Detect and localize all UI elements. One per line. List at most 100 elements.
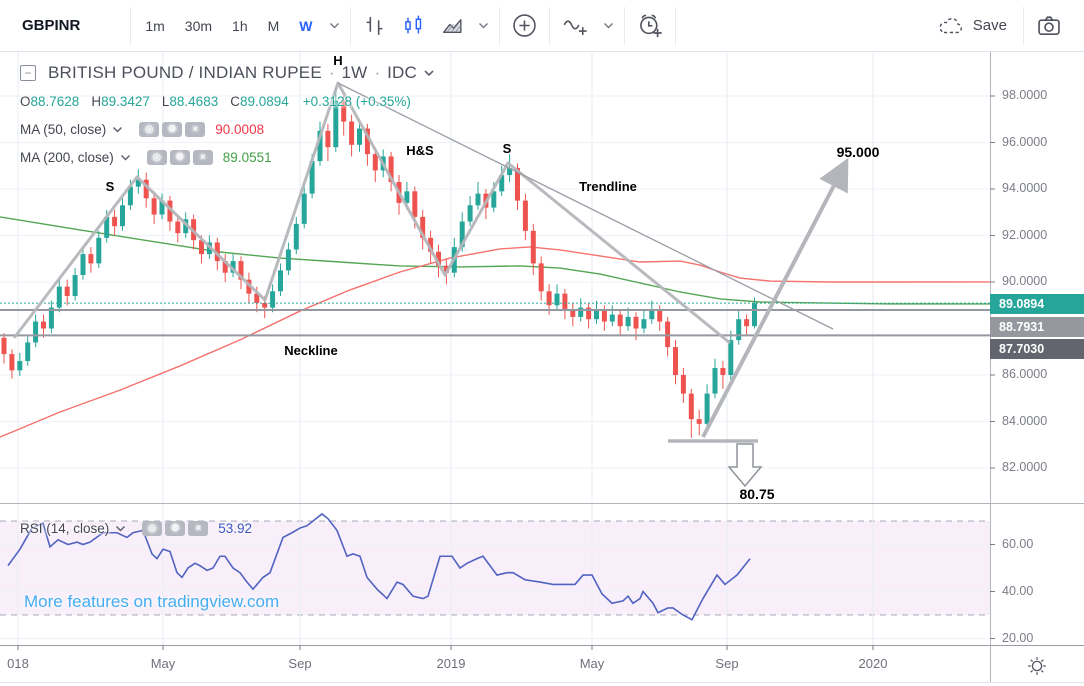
high-value: 89.3427 <box>101 93 150 109</box>
rsi-axis-tick[interactable]: 60.00 <box>1002 536 1034 551</box>
ma200-value: 89.0551 <box>222 149 272 165</box>
candle-body <box>127 186 133 206</box>
price-axis-tick[interactable]: 84.0000 <box>1002 413 1048 428</box>
price-axis-tick[interactable]: 98.0000 <box>1002 88 1048 102</box>
candle-body <box>436 251 441 266</box>
candle-body <box>135 179 141 187</box>
upside-target-label[interactable]: 95.000 <box>836 144 880 160</box>
compare-add-icon[interactable] <box>504 7 545 45</box>
interval-1h[interactable]: 1h <box>232 17 248 34</box>
interval-30m[interactable]: 30m <box>184 17 213 34</box>
candle-body <box>175 221 181 234</box>
snapshot-camera-icon[interactable] <box>1028 7 1070 45</box>
candle-body <box>515 168 520 201</box>
candle-body <box>33 321 39 343</box>
rsi-label[interactable]: RSI (14, close) <box>20 520 110 536</box>
rsi-settings-icon[interactable]: ⚙ <box>165 520 186 536</box>
ma200-settings-icon[interactable]: ⚙ <box>169 149 190 165</box>
axis-settings-corner[interactable] <box>990 645 1084 686</box>
time-axis-label[interactable]: May <box>579 656 605 671</box>
price-axis-tick[interactable]: 82.0000 <box>1002 460 1048 474</box>
trendline-label[interactable]: Trendline <box>579 179 637 194</box>
rsi-axis-tick[interactable]: 20.00 <box>1002 630 1034 645</box>
price-axis-tick[interactable]: 86.0000 <box>1002 367 1048 381</box>
candle-body <box>104 216 110 238</box>
price-label: 87.7030 <box>990 339 1084 359</box>
symbol-button[interactable]: GBPINR <box>22 17 81 34</box>
add-alert-icon[interactable] <box>629 7 671 45</box>
rsi-chevron-down-icon[interactable] <box>115 525 126 532</box>
chart-canvas[interactable] <box>0 52 1084 686</box>
candle-body <box>120 205 125 227</box>
ma200-legend-row: MA (200, close) ◎ ⚙ × 89.0551 <box>20 144 435 170</box>
rsi-hide-icon[interactable]: ◎ <box>142 520 163 536</box>
candlestick-series <box>1 87 757 438</box>
ma200-line <box>0 216 991 305</box>
candle-body <box>657 309 663 322</box>
indicators-icon[interactable] <box>554 7 597 45</box>
interval-1m[interactable]: 1m <box>145 17 165 34</box>
legend-chevron-down-icon[interactable] <box>423 69 435 77</box>
ma50-chevron-down-icon[interactable] <box>112 126 123 133</box>
symbol-description[interactable]: BRITISH POUND / INDIAN RUPEE <box>48 63 322 82</box>
candle-body <box>538 263 544 292</box>
chart-type-chevron-down-icon[interactable] <box>472 22 495 29</box>
ma50-remove-icon[interactable]: × <box>185 121 206 137</box>
ma200-chevron-down-icon[interactable] <box>120 154 131 161</box>
pattern-label[interactable]: H&S <box>406 143 434 158</box>
candle-body <box>546 291 552 306</box>
ma50-hide-icon[interactable]: ◎ <box>139 121 160 137</box>
toolbar-divider <box>1023 6 1024 45</box>
candle-body <box>712 368 718 394</box>
candle-body <box>601 309 607 322</box>
candle-body <box>1 337 7 355</box>
upside-projection-arrow[interactable] <box>701 157 849 438</box>
candle-body <box>214 242 220 262</box>
candle-body <box>594 309 599 320</box>
ma200-hide-icon[interactable]: ◎ <box>146 149 167 165</box>
price-axis-tick[interactable]: 94.0000 <box>1002 181 1048 195</box>
candle-body <box>56 286 62 308</box>
ma50-settings-icon[interactable]: ⚙ <box>162 121 183 137</box>
price-axis-tick[interactable]: 92.0000 <box>1002 227 1048 242</box>
time-axis-label[interactable]: Sep <box>715 656 739 671</box>
breakdown-arrow[interactable] <box>727 443 763 488</box>
price-axis-tick[interactable]: 96.0000 <box>1002 134 1048 149</box>
right-shoulder-label[interactable]: S <box>502 141 512 156</box>
candle-body <box>499 175 505 192</box>
rsi-remove-icon[interactable]: × <box>188 520 209 536</box>
save-button[interactable]: Save <box>924 15 1019 37</box>
candle-body <box>641 319 647 329</box>
candle-body <box>270 291 276 308</box>
interval-chevron-down-icon[interactable] <box>323 22 346 29</box>
downside-target-label[interactable]: 80.75 <box>739 486 775 502</box>
candles-chart-type-icon-active[interactable] <box>394 7 433 45</box>
time-axis-label[interactable]: 2019 <box>436 656 466 671</box>
rsi-axis-tick[interactable]: 40.00 <box>1002 583 1034 598</box>
time-axis-label[interactable]: 2020 <box>858 656 888 671</box>
collapse-pane-icon[interactable]: − <box>20 65 36 81</box>
interval-W-active[interactable]: W <box>299 17 313 34</box>
interval-M[interactable]: M <box>267 17 280 34</box>
candle-body <box>412 191 418 217</box>
time-axis-label[interactable]: May <box>150 656 176 671</box>
bars-chart-type-icon[interactable] <box>355 7 394 45</box>
indicators-chevron-down-icon[interactable] <box>597 22 620 29</box>
time-axis-label[interactable]: 018 <box>7 656 29 671</box>
candle-body <box>728 340 734 375</box>
ma50-label[interactable]: MA (50, close) <box>20 121 107 137</box>
price-axis-tick[interactable]: 90.0000 <box>1002 274 1048 288</box>
tradingview-watermark-link[interactable]: More features on tradingview.com <box>24 592 280 611</box>
rsi-legend-row: RSI (14, close) ◎ ⚙ × 53.92 <box>20 515 252 541</box>
head-label[interactable]: H <box>333 53 343 68</box>
neckline-label[interactable]: Neckline <box>284 343 338 358</box>
time-axis-label[interactable]: Sep <box>288 656 312 671</box>
candle-body <box>372 154 378 171</box>
area-chart-type-icon[interactable] <box>433 7 472 45</box>
left-shoulder-label[interactable]: S <box>105 179 115 194</box>
descending-trendline[interactable] <box>337 82 834 330</box>
candle-body <box>41 321 46 329</box>
ma200-remove-icon[interactable]: × <box>192 149 213 165</box>
candle-body <box>475 193 481 206</box>
ma200-label[interactable]: MA (200, close) <box>20 149 114 165</box>
